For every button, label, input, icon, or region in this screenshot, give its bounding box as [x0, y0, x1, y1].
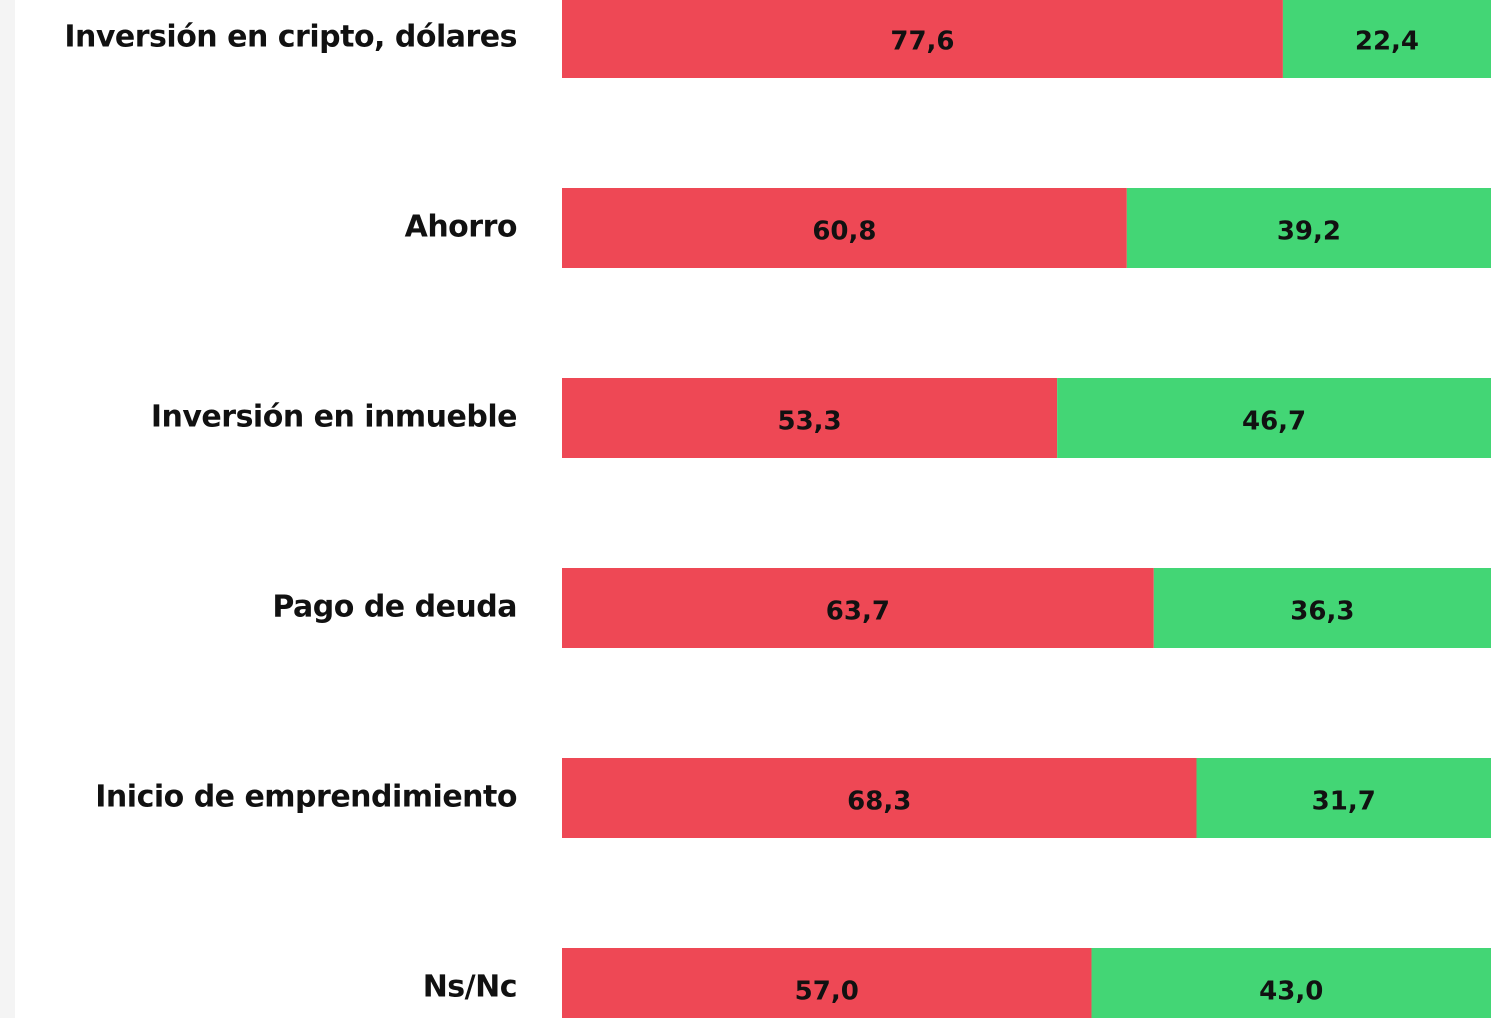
category-label: Inicio de emprendimiento [95, 780, 517, 815]
value-label: 43,0 [1259, 977, 1323, 1007]
side-strip [0, 0, 15, 1018]
value-label: 36,3 [1290, 597, 1354, 627]
bar-segment [1153, 568, 1491, 648]
bar-segment [1091, 948, 1491, 1018]
category-label: Ahorro [405, 210, 517, 245]
value-label: 39,2 [1277, 217, 1341, 247]
bar-segment [1057, 378, 1491, 458]
bar-segment [1196, 758, 1491, 838]
value-label: 31,7 [1312, 787, 1376, 817]
value-label: 22,4 [1355, 27, 1419, 57]
value-label: 77,6 [890, 27, 954, 57]
category-label: Pago de deuda [272, 590, 517, 625]
value-label: 57,0 [795, 977, 859, 1007]
category-label: Inversión en cripto, dólares [64, 20, 517, 55]
bar-segment [562, 378, 1058, 458]
bar-segment [562, 188, 1127, 268]
bar-segment [1126, 188, 1491, 268]
bar-segment [562, 758, 1197, 838]
value-label: 53,3 [778, 407, 842, 437]
bar-segment [1282, 0, 1491, 78]
bar-segment [562, 568, 1154, 648]
category-label: Ns/Nc [423, 970, 517, 1005]
value-label: 46,7 [1242, 407, 1306, 437]
category-label: Inversión en inmueble [151, 400, 517, 435]
value-label: 63,7 [826, 597, 890, 627]
bar-segment [562, 0, 1283, 78]
value-label: 60,8 [812, 217, 876, 247]
value-label: 68,3 [847, 787, 911, 817]
bar-segment [562, 948, 1092, 1018]
